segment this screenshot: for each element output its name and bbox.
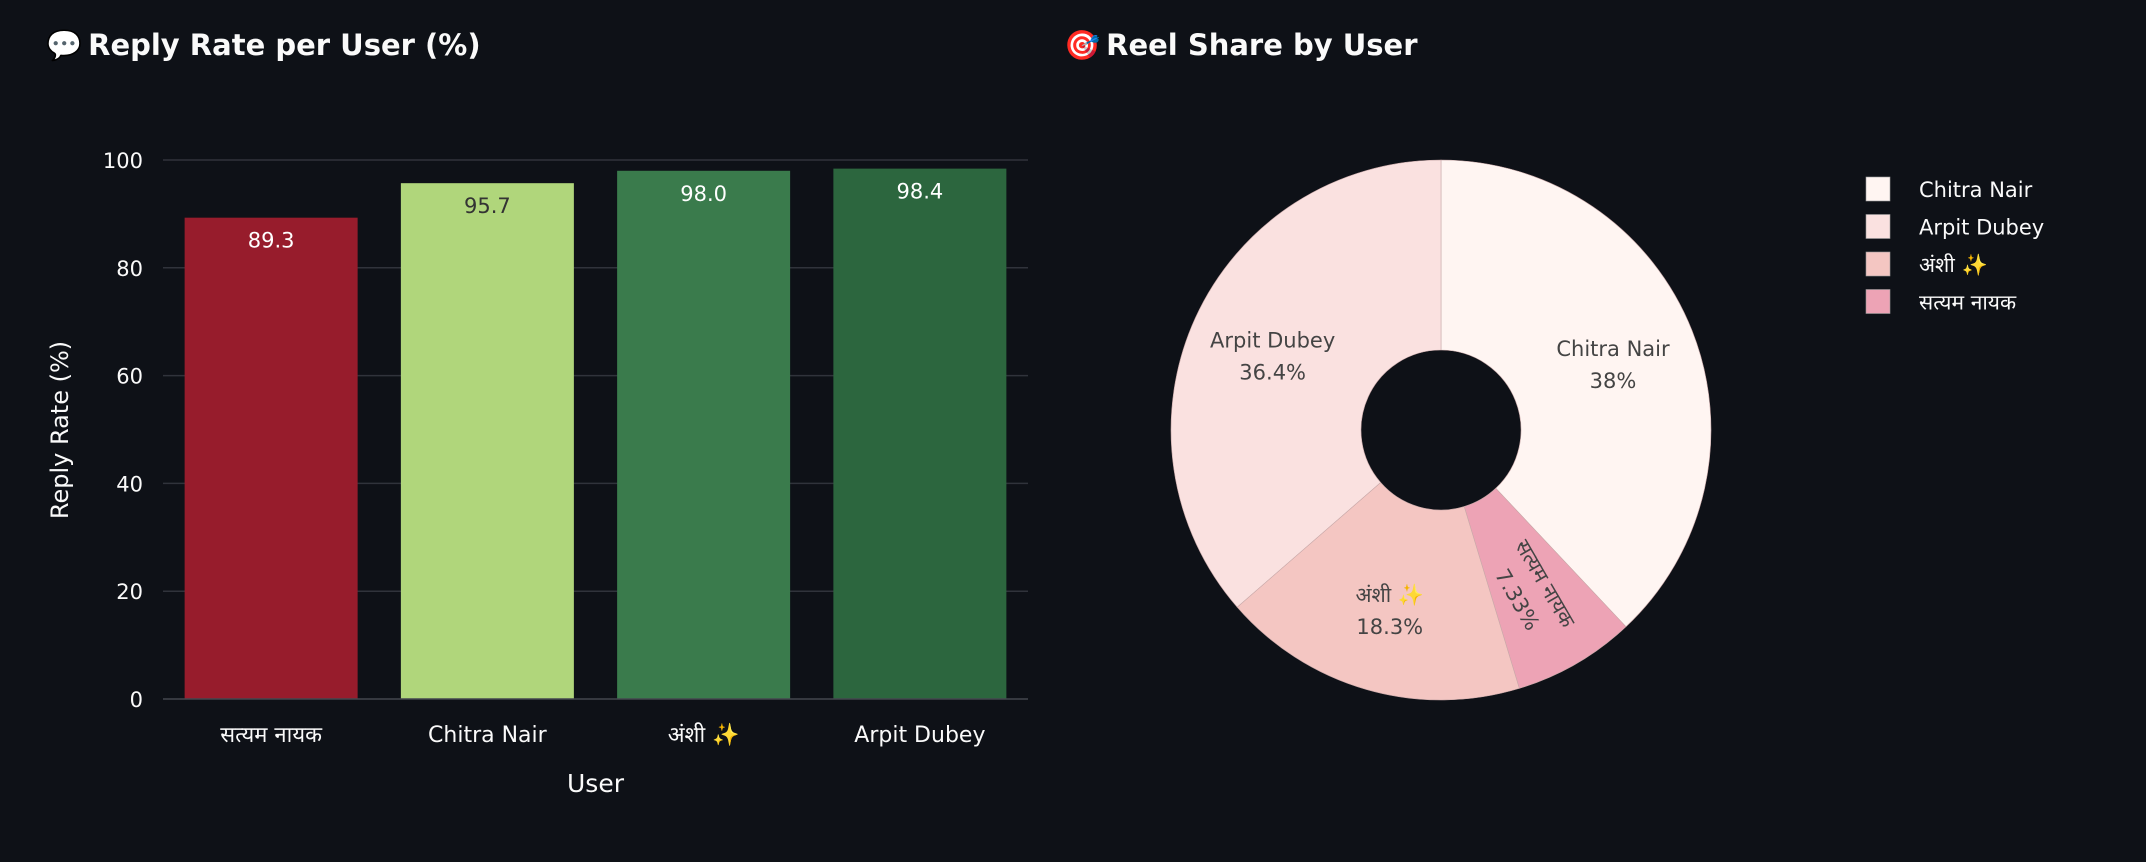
x-tick-label: Chitra Nair <box>428 723 548 748</box>
pie-slice <box>1236 482 1520 701</box>
legend-swatch <box>1865 176 1891 202</box>
legend-item: अंशी ✨ <box>1919 253 1988 277</box>
legend-swatch <box>1865 251 1891 277</box>
x-tick-label: सत्यम नायक <box>220 723 323 748</box>
speech-bubble-icon: 💬 <box>46 28 83 62</box>
y-tick-label: 40 <box>116 472 143 496</box>
y-axis-title: Reply Rate (%) <box>46 341 74 519</box>
y-tick-label: 60 <box>116 365 143 389</box>
x-tick-label: Arpit Dubey <box>854 723 985 748</box>
bar <box>617 170 791 699</box>
x-tick-label: अंशी ✨ <box>668 722 740 748</box>
bar-value-label: 89.3 <box>248 229 295 253</box>
direct-hit-icon: 🎯 <box>1064 28 1101 62</box>
bar-value-label: 98.4 <box>896 180 943 204</box>
pie-slice-label: अंशी ✨ <box>1355 583 1424 607</box>
pie-slice-label: Chitra Nair <box>1556 337 1670 361</box>
bar-chart-title: 💬 Reply Rate per User (%) <box>46 28 481 62</box>
pie-chart-title: 🎯 Reel Share by User <box>1064 28 1418 62</box>
legend-item: Arpit Dubey <box>1919 216 2044 240</box>
pie-slice <box>1463 487 1627 689</box>
y-tick-label: 20 <box>116 580 143 604</box>
legend-swatch <box>1865 214 1891 239</box>
bar <box>184 217 358 699</box>
legend-item: Chitra Nair <box>1919 178 2033 202</box>
y-tick-label: 100 <box>103 149 143 173</box>
y-tick-label: 80 <box>116 257 143 281</box>
pie-slice-percent: 38% <box>1590 369 1637 393</box>
pie-slice <box>1170 159 1442 608</box>
bar-value-label: 95.7 <box>464 194 511 218</box>
legend-item: सत्यम नायक <box>1919 291 2017 315</box>
pie-slice-label: Arpit Dubey <box>1210 328 1335 352</box>
pie-slice <box>1440 159 1712 628</box>
x-axis-title: User <box>567 769 625 798</box>
y-tick-label: 0 <box>130 688 143 712</box>
bar <box>400 183 574 699</box>
pie-slice-percent: 18.3% <box>1356 615 1423 639</box>
legend-swatch <box>1865 289 1891 314</box>
bar-value-label: 98.0 <box>680 182 727 206</box>
bar <box>833 168 1007 699</box>
pie-slice-percent: 36.4% <box>1239 360 1306 384</box>
